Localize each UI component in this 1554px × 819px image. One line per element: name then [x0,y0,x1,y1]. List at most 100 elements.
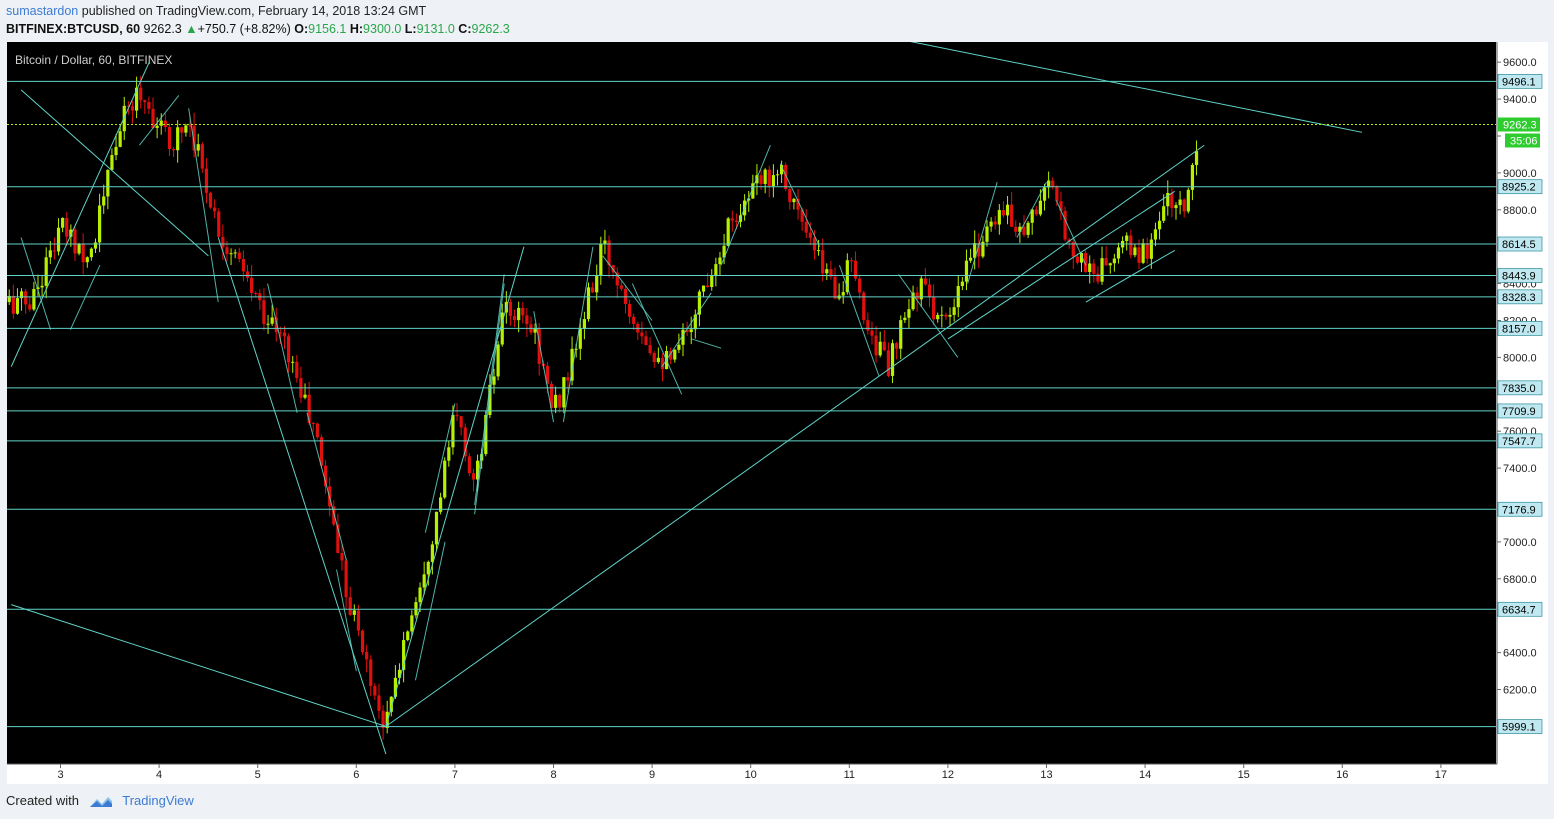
candle [274,307,278,342]
candle-body [196,144,200,151]
candle-body [779,164,784,175]
candle-body [1084,253,1088,273]
candle-body [903,317,907,321]
candle-body [960,281,964,287]
candle-body [595,275,599,293]
candle-body [767,169,771,187]
high-label: H: [349,22,364,36]
candle-body [697,291,702,315]
level-label-box [1497,719,1543,734]
candle-body [878,341,882,356]
candle-body [644,336,648,346]
candle [627,299,632,324]
candle-body [816,250,821,252]
candle [24,288,28,314]
candle [110,148,114,171]
channel-line [691,338,722,349]
candle [862,290,866,325]
channel-line [267,283,298,413]
candle-body [821,250,825,274]
candle-body [311,422,315,424]
candle-body [932,296,936,320]
candle-body [521,307,525,316]
candle [582,311,586,340]
candle-body [36,287,40,290]
candle-body [681,329,685,345]
trend-line [10,61,150,367]
candle-body [566,377,570,381]
candle [295,355,299,383]
candle [944,312,948,321]
candle-body [414,602,418,616]
candle-body [241,258,246,272]
candle-body [829,269,833,277]
candle-body [632,316,636,324]
candle [960,276,964,291]
candle-body [570,348,574,381]
candle-body [981,241,985,257]
x-tick-label: 17 [1435,769,1447,781]
candle-body [1079,253,1084,263]
candle [147,96,151,115]
candle [250,264,254,302]
candle-body [451,415,455,448]
candle-body [122,105,126,132]
level-label-box [1497,179,1543,195]
candle-body [15,298,20,314]
candle-body [52,250,57,252]
author-link[interactable]: sumastardon [6,4,79,18]
candle [1145,237,1149,264]
candle-body [176,127,180,151]
channel-line [898,274,959,358]
candle [167,123,172,157]
x-tick-label: 13 [1040,769,1052,781]
candle-body [1051,180,1055,187]
candle [130,101,135,124]
candle-body [143,100,147,103]
candle-body [250,277,254,293]
candle-body [167,127,172,150]
candle [56,218,61,256]
candle-body [1038,200,1043,215]
x-tick-label: 6 [353,769,359,781]
candle [270,304,274,326]
tradingview-link[interactable]: TradingView [122,793,194,808]
candle-body [862,292,866,321]
channel-line [1055,200,1087,266]
candle [1051,177,1055,190]
countdown-text: 35:06 [1510,136,1538,148]
y-tick-label: 6400.0 [1503,648,1537,660]
level-label-box [1497,380,1543,396]
candle-body [718,257,722,265]
candle [344,558,348,609]
candle [849,257,854,273]
candle-body [792,198,796,203]
candle-body [825,269,829,274]
candle [1034,205,1038,216]
candle-body [402,640,406,670]
candle [1010,192,1014,227]
candle [102,184,106,214]
candle-body [1055,186,1059,202]
y-tick-label: 9600.0 [1503,57,1537,69]
candle-body [455,415,459,417]
candle-body [985,226,989,242]
candle [1190,163,1195,201]
channel-line [631,283,683,395]
y-tick-label: 9000.0 [1503,168,1537,180]
candle-body [948,314,952,317]
candle [521,302,525,324]
candle [936,312,940,323]
candle-body [336,524,340,554]
candle-body [997,210,1001,225]
candle [903,312,907,323]
trend-line [947,190,1175,340]
candle-body [155,125,159,128]
candle [508,298,513,326]
close-label: C: [458,22,472,36]
publish-info: sumastardon published on TradingView.com… [6,4,426,18]
candle [632,313,636,331]
candle [640,321,644,345]
level-label-text: 7547.7 [1502,436,1536,448]
